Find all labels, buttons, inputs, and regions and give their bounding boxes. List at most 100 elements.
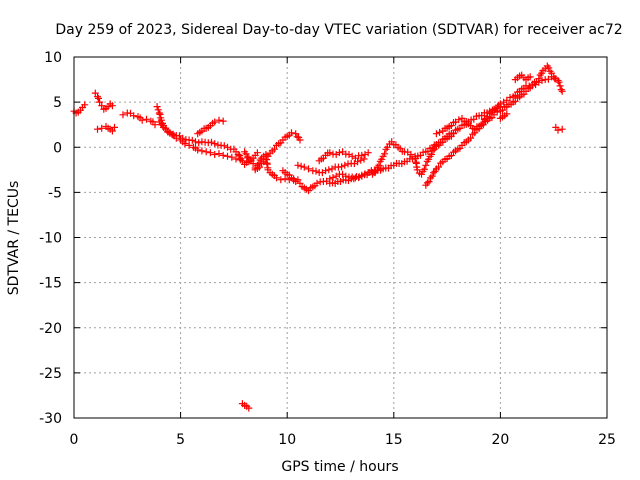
data-point (273, 174, 280, 182)
data-point (94, 93, 101, 101)
data-point (95, 94, 102, 102)
data-point (211, 118, 219, 126)
data-point (198, 147, 206, 155)
data-point (348, 152, 356, 160)
data-point (108, 127, 116, 135)
data-point (81, 101, 89, 109)
data-point (313, 179, 321, 187)
data-point (296, 136, 304, 144)
data-point (378, 155, 386, 163)
data-point (479, 119, 487, 127)
data-point (435, 163, 443, 171)
data-point (195, 139, 203, 147)
data-point (219, 117, 227, 125)
data-point (338, 163, 346, 171)
y-tick-label: 0 (53, 140, 62, 156)
y-tick-label: -15 (39, 276, 62, 292)
data-point (325, 166, 333, 174)
data-point (555, 78, 563, 86)
data-point (418, 170, 425, 178)
plot-frame (73, 56, 608, 419)
y-tick-label: 10 (44, 50, 62, 66)
data-point (480, 116, 488, 124)
data-point (538, 76, 546, 84)
data-point (425, 155, 433, 163)
data-point (381, 150, 389, 158)
data-point (156, 110, 164, 118)
data-point (98, 124, 106, 132)
data-point (422, 161, 430, 169)
data-point (245, 404, 253, 412)
data-point (215, 150, 223, 158)
data-point (181, 140, 189, 148)
data-point (281, 175, 289, 183)
data-point (326, 149, 334, 157)
data-point (297, 162, 305, 170)
data-point (188, 136, 196, 144)
data-point (364, 149, 372, 157)
data-point (211, 140, 219, 148)
data-point (219, 151, 227, 159)
data-point (335, 149, 343, 157)
data-point (256, 163, 263, 171)
data-point (292, 130, 300, 138)
x-axis-label: GPS time / hours (281, 459, 398, 475)
x-tick-label: 0 (70, 432, 79, 448)
data-point (535, 75, 543, 83)
data-point (420, 165, 428, 173)
x-tick-label: 20 (491, 432, 509, 448)
data-point (423, 179, 431, 187)
data-point (91, 89, 99, 97)
data-point (436, 128, 444, 136)
data-point (477, 121, 485, 129)
data-point (305, 165, 312, 173)
y-tick-labels: -30 -25 -20 -15 -10 -5 0 5 10 (39, 50, 62, 427)
data-point (430, 169, 438, 177)
data-point (556, 82, 564, 90)
data-point (277, 176, 285, 184)
chart-title: Day 259 of 2023, Sidereal Day-to-day VTE… (55, 22, 622, 38)
data-point (155, 109, 163, 117)
data-point (208, 138, 215, 146)
data-point (194, 146, 202, 154)
data-point (172, 134, 180, 142)
data-point (545, 64, 553, 72)
data-point (358, 151, 366, 159)
data-point (270, 145, 278, 153)
data-point (292, 178, 300, 185)
data-point (215, 116, 223, 124)
data-point (243, 153, 251, 161)
data-point (425, 178, 433, 186)
y-tick-label: -20 (39, 321, 62, 337)
data-point (202, 148, 210, 156)
data-point (154, 106, 162, 114)
data-point (557, 86, 565, 94)
data-point (506, 94, 514, 101)
y-axis-label: SDTVAR / TECUs (6, 181, 22, 296)
data-point (407, 151, 415, 158)
x-tick-label: 10 (278, 432, 296, 448)
data-point (354, 158, 362, 166)
data-point (357, 156, 365, 164)
data-point (294, 161, 302, 169)
y-tick-label: -25 (39, 366, 62, 382)
data-point (375, 161, 383, 169)
data-point (558, 125, 566, 133)
data-point (360, 155, 368, 163)
data-point (236, 152, 244, 160)
data-point (503, 110, 511, 118)
data-point (428, 150, 435, 158)
data-point (130, 112, 138, 120)
data-point (341, 161, 349, 169)
data-point (228, 153, 236, 161)
data-point (96, 98, 104, 106)
data-point (185, 141, 193, 149)
data-point (548, 69, 556, 77)
data-point (428, 172, 436, 180)
data-point (322, 167, 330, 175)
data-point (232, 155, 240, 163)
data-point (234, 151, 242, 158)
data-point (300, 163, 308, 171)
data-point (467, 134, 475, 142)
